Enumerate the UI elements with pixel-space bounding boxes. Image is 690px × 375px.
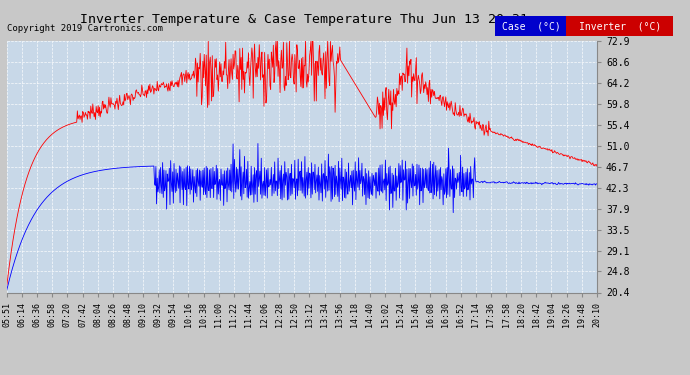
Text: Copyright 2019 Cartronics.com: Copyright 2019 Cartronics.com: [7, 24, 163, 33]
Text: Inverter  (°C): Inverter (°C): [579, 21, 661, 31]
Text: Inverter Temperature & Case Temperature Thu Jun 13 20:31: Inverter Temperature & Case Temperature …: [79, 13, 528, 26]
Text: Case  (°C): Case (°C): [502, 21, 560, 31]
